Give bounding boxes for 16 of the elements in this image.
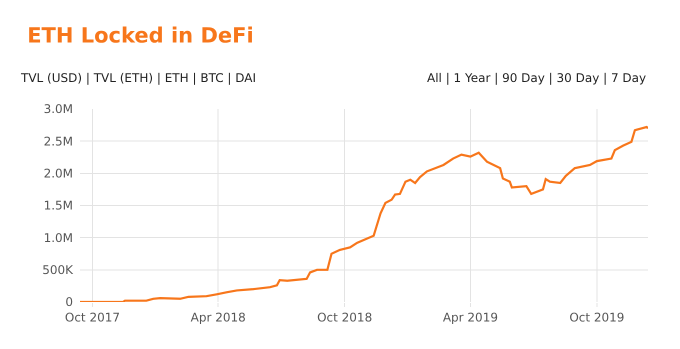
y-tick-label: 2.5M: [44, 134, 73, 148]
y-tick-label: 500K: [42, 263, 74, 278]
x-tick-label: Oct 2019: [569, 310, 624, 324]
x-tick-label: Apr 2019: [442, 310, 498, 324]
x-tick-label: Oct 2018: [317, 310, 372, 324]
line-series: [80, 126, 648, 302]
y-tick-label: 1.5M: [44, 198, 73, 213]
text: All | 1 Year | 90 Day | 30 Day | 7 Day: [427, 71, 646, 85]
text: TVL (USD) | TVL (ETH) | ETH | BTC | DAI: [20, 71, 256, 85]
x-tick-label: Apr 2018: [190, 310, 246, 324]
y-tick-label: 0: [65, 295, 73, 310]
y-tick-label: 3.0M: [44, 102, 73, 116]
chart-title: ETH Locked in DeFi: [27, 23, 254, 48]
x-tick-label: Oct 2017: [64, 310, 120, 324]
y-tick-label: 2.0M: [44, 166, 73, 181]
y-tick-label: 1.0M: [44, 230, 73, 245]
